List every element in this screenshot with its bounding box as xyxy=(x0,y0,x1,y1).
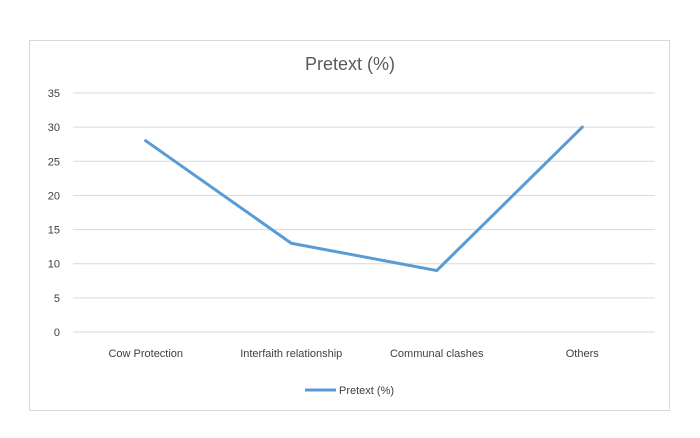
x-tick-label: Others xyxy=(566,348,600,360)
data-point xyxy=(580,125,584,129)
data-point xyxy=(435,269,439,273)
y-tick-label: 25 xyxy=(48,156,60,168)
y-tick-label: 30 xyxy=(48,122,60,134)
data-point xyxy=(289,241,293,245)
y-axis-ticks: 0 5 10 15 20 25 30 35 xyxy=(48,88,60,339)
chart-title: Pretext (%) xyxy=(305,54,395,74)
gridlines xyxy=(73,92,655,333)
series-line xyxy=(144,125,584,273)
series-group xyxy=(144,125,584,273)
data-point xyxy=(144,139,148,143)
y-tick-label: 20 xyxy=(48,190,60,202)
x-tick-label: Communal clashes xyxy=(390,348,484,360)
y-tick-label: 35 xyxy=(48,88,60,100)
legend: Pretext (%) xyxy=(305,385,394,397)
y-tick-label: 0 xyxy=(54,327,60,339)
chart-frame xyxy=(29,40,670,411)
x-axis-ticks: Cow Protection Interfaith relationship Com… xyxy=(108,348,599,360)
x-tick-label: Interfaith relationship xyxy=(240,348,342,360)
legend-label: Pretext (%) xyxy=(339,385,394,397)
y-tick-label: 10 xyxy=(48,259,60,271)
y-tick-label: 5 xyxy=(54,293,60,305)
y-tick-label: 15 xyxy=(48,225,60,237)
x-tick-label: Cow Protection xyxy=(108,348,183,360)
